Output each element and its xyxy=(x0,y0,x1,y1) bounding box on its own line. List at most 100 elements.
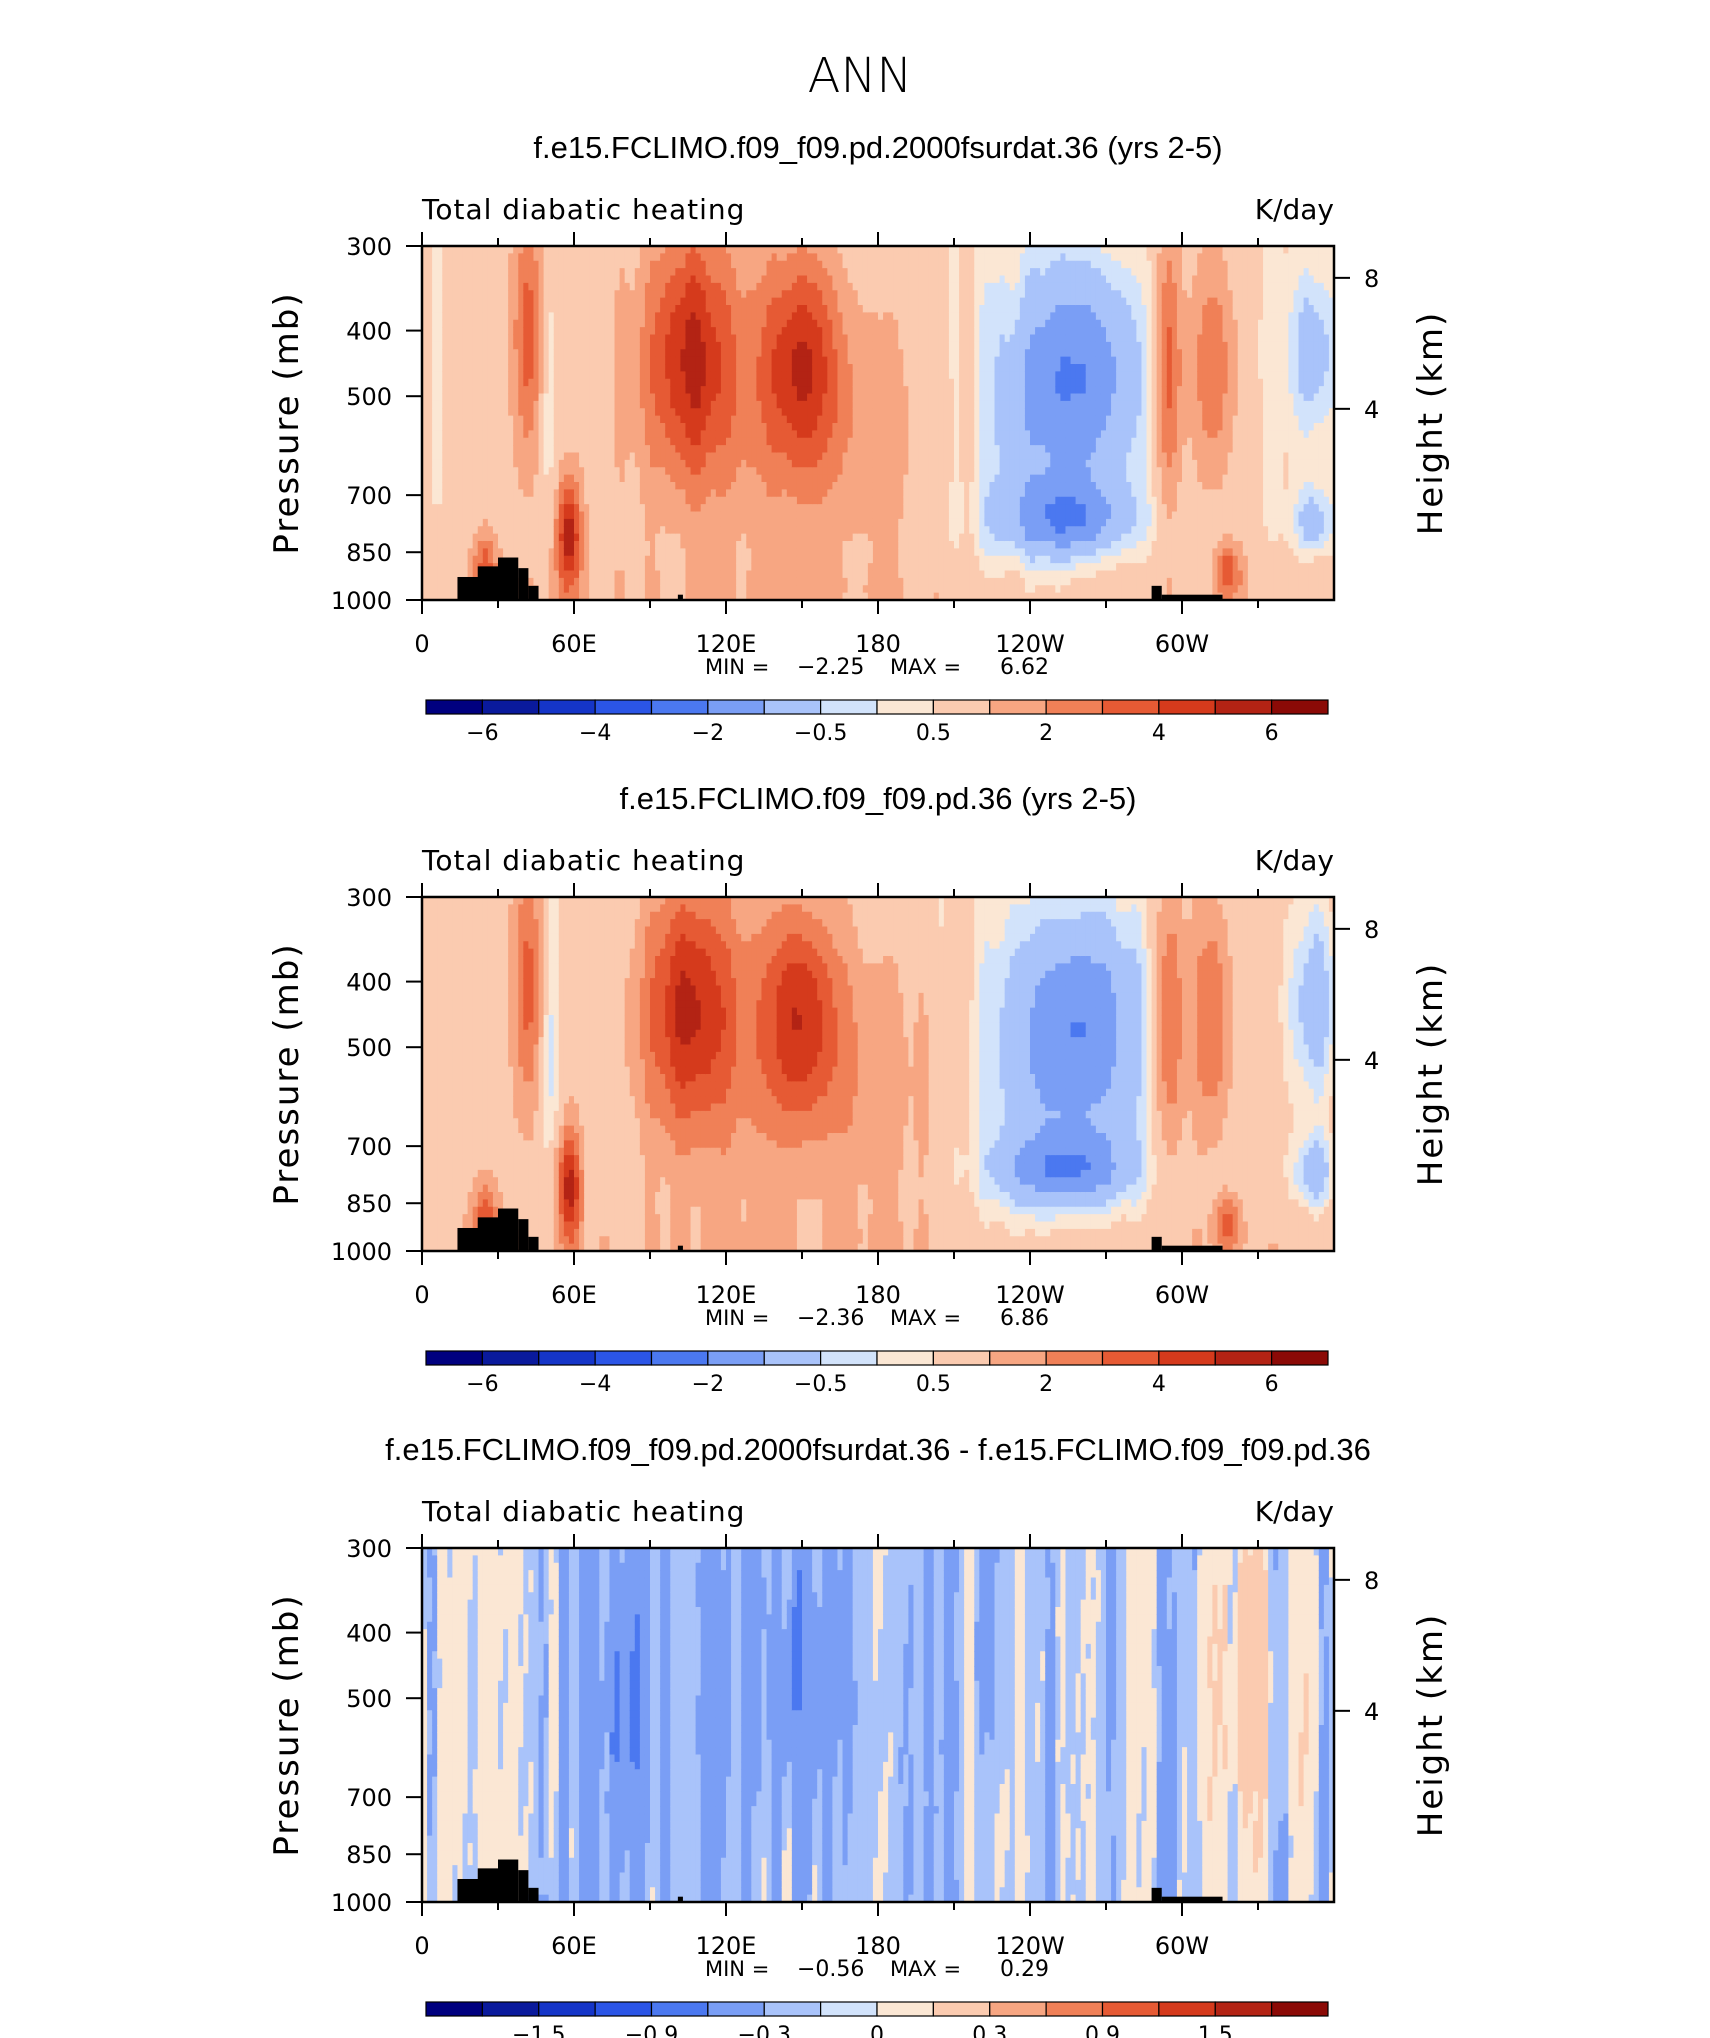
heatmap-cell xyxy=(771,408,778,417)
heatmap-cell xyxy=(655,423,661,431)
heatmap-cell xyxy=(503,341,509,350)
heatmap-cell xyxy=(482,297,489,306)
heatmap-cell xyxy=(933,592,940,600)
heatmap-cell xyxy=(447,533,453,542)
heatmap-cell xyxy=(462,356,469,365)
heatmap-cell xyxy=(665,548,671,557)
heatmap-cell xyxy=(472,430,479,439)
heatmap-cell xyxy=(862,570,869,579)
heatmap-cell xyxy=(862,496,869,505)
heatmap-cell xyxy=(462,496,469,505)
heatmap-cell xyxy=(584,518,590,527)
heatmap-cell xyxy=(812,482,818,490)
heatmap-cell xyxy=(634,496,641,505)
heatmap-cell xyxy=(665,577,671,586)
heatmap-cell xyxy=(533,467,540,476)
heatmap-cell xyxy=(786,400,793,409)
heatmap-cell xyxy=(878,504,884,513)
heatmap-cell xyxy=(467,378,474,387)
heatmap-cell xyxy=(705,386,712,395)
heatmap-cell xyxy=(690,349,697,358)
heatmap-cell xyxy=(599,430,605,439)
heatmap-cell xyxy=(847,548,854,557)
heatmap-cell xyxy=(432,496,438,505)
heatmap-cell xyxy=(523,467,529,476)
heatmap-cell xyxy=(791,371,798,380)
heatmap-cell xyxy=(812,511,818,520)
heatmap-cell xyxy=(563,408,570,417)
heatmap-cell xyxy=(822,371,828,380)
heatmap-cell xyxy=(695,474,702,483)
heatmap-cell xyxy=(574,415,580,424)
heatmap-cell xyxy=(705,371,712,380)
heatmap-cell xyxy=(842,437,849,446)
heatmap-cell xyxy=(589,563,595,572)
heatmap-cell xyxy=(766,526,773,535)
heatmap-cell xyxy=(427,290,433,299)
heatmap-cell xyxy=(751,364,757,372)
heatmap-cell xyxy=(908,290,915,299)
heatmap-cell xyxy=(791,349,798,358)
heatmap-cell xyxy=(523,423,529,431)
heatmap-cell xyxy=(771,297,778,306)
heatmap-cell xyxy=(447,312,453,321)
heatmap-cell xyxy=(553,327,560,336)
heatmap-cell xyxy=(690,570,697,579)
heatmap-cell xyxy=(913,459,920,468)
heatmap-cell xyxy=(726,541,732,549)
heatmap-cell xyxy=(665,275,671,284)
heatmap-cell xyxy=(477,290,484,299)
heatmap-cell xyxy=(614,341,621,350)
heatmap-cell xyxy=(720,297,727,306)
heatmap-cell xyxy=(715,327,722,336)
heatmap-cell xyxy=(685,371,692,380)
heatmap-cell xyxy=(837,415,844,424)
heatmap-cell xyxy=(938,371,945,380)
heatmap-cell xyxy=(913,445,920,454)
heatmap-cell xyxy=(720,430,727,439)
heatmap-cell xyxy=(847,459,854,468)
heatmap-cell xyxy=(878,400,884,409)
heatmap-cell xyxy=(746,408,752,417)
heatmap-cell xyxy=(508,415,514,424)
heatmap-cell xyxy=(619,474,626,483)
heatmap-cell xyxy=(888,253,894,262)
heatmap-cell xyxy=(462,533,469,542)
heatmap-cell xyxy=(761,526,768,535)
heatmap-cell xyxy=(746,518,752,527)
heatmap-cell xyxy=(558,305,565,313)
heatmap-cell xyxy=(690,437,697,446)
heatmap-cell xyxy=(624,378,631,387)
heatmap-cell xyxy=(685,282,692,291)
heatmap-cell xyxy=(594,504,600,513)
heatmap-cell xyxy=(498,548,504,557)
heatmap-cell xyxy=(513,504,519,513)
heatmap-cell xyxy=(908,282,915,291)
heatmap-cell xyxy=(482,437,489,446)
heatmap-cell xyxy=(720,341,727,350)
heatmap-cell xyxy=(624,297,631,306)
heatmap-cell xyxy=(903,511,909,520)
heatmap-cell xyxy=(938,408,945,417)
heatmap-cell xyxy=(776,275,783,284)
heatmap-cell xyxy=(781,349,788,358)
heatmap-cell xyxy=(796,282,803,291)
heatmap-cell xyxy=(568,592,575,600)
heatmap-cell xyxy=(563,305,570,313)
heatmap-cell xyxy=(670,312,676,321)
heatmap-cell xyxy=(786,459,793,468)
heatmap-cell xyxy=(685,430,692,439)
heatmap-cell xyxy=(599,297,605,306)
heatmap-cell xyxy=(918,533,925,542)
heatmap-cell xyxy=(812,504,818,513)
heatmap-cell xyxy=(791,474,798,483)
heatmap-cell xyxy=(710,504,717,513)
heatmap-cell xyxy=(437,489,443,498)
heatmap-cell xyxy=(705,341,712,350)
heatmap-cell xyxy=(675,541,681,549)
heatmap-cell xyxy=(756,570,763,579)
heatmap-cell xyxy=(538,585,545,594)
heatmap-cell xyxy=(888,430,894,439)
heatmap-cell xyxy=(447,378,453,387)
heatmap-cell xyxy=(715,548,722,557)
